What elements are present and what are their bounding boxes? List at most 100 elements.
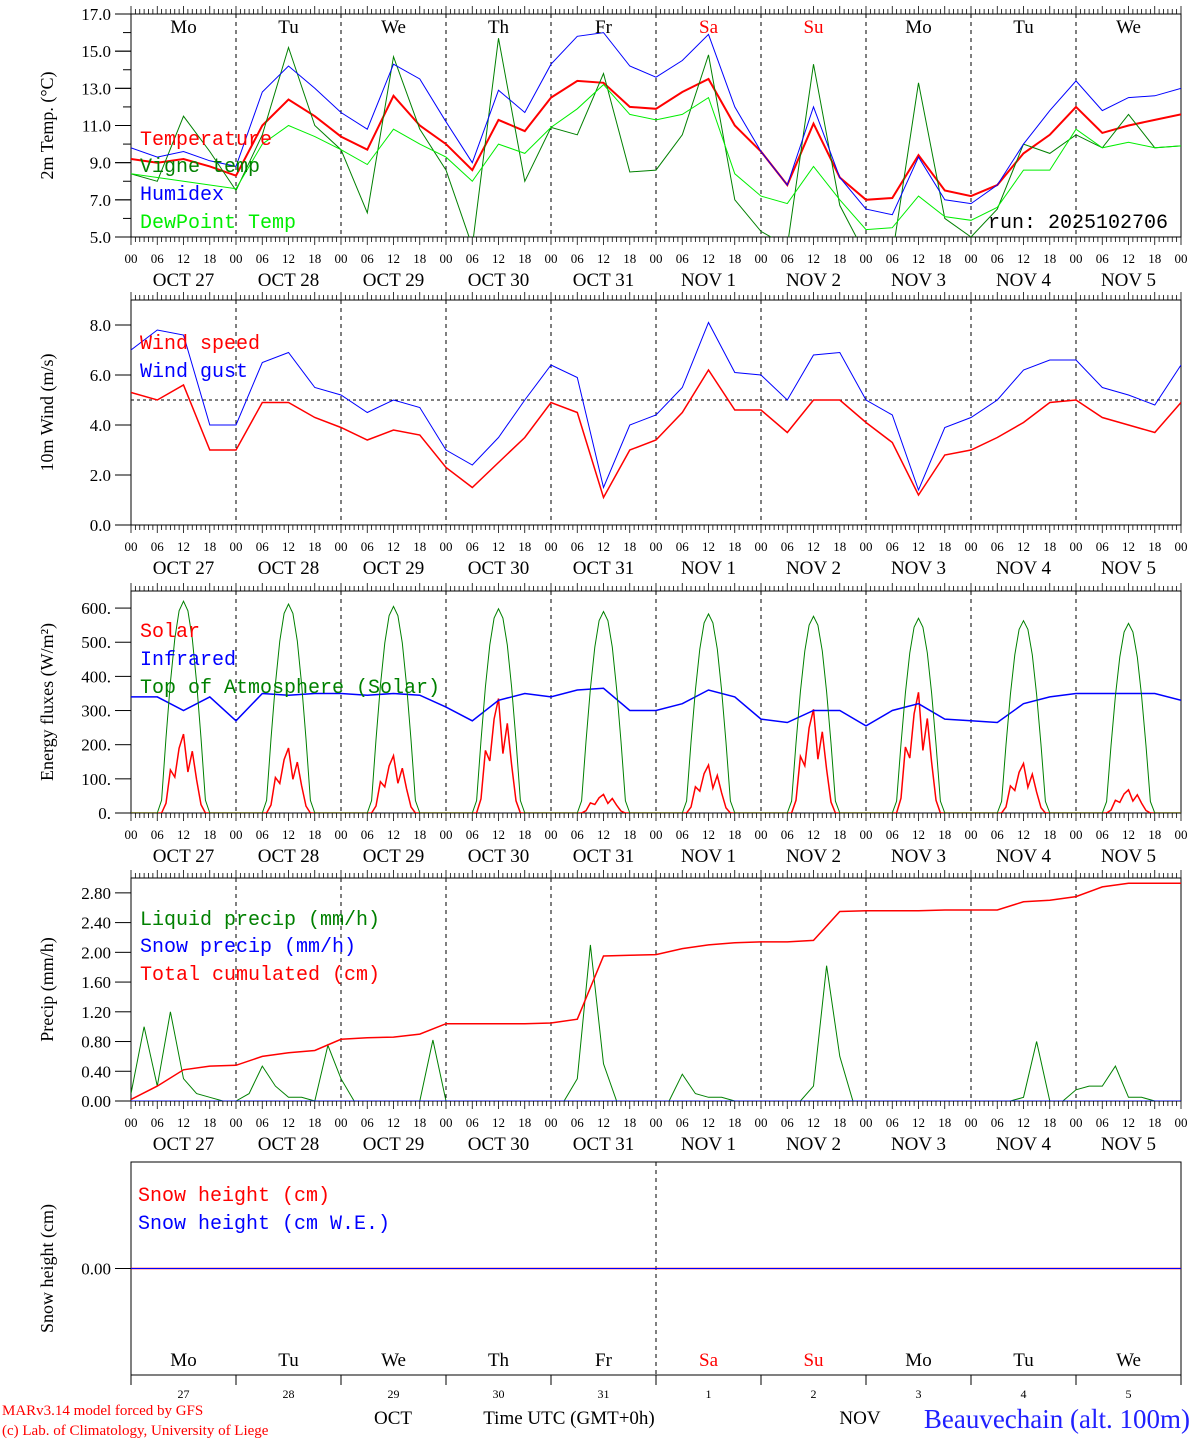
day-name-label: We — [381, 17, 406, 38]
x-tick-label: 00 — [335, 827, 348, 842]
x-tick-label: 00 — [230, 251, 243, 266]
day-number-label: 27 — [178, 1387, 190, 1401]
y-tick-label: 13.0 — [81, 79, 111, 98]
date-label: OCT 30 — [468, 1134, 529, 1155]
x-tick-label: 06 — [361, 827, 375, 842]
x-tick-label: 00 — [440, 251, 453, 266]
x-tick-label: 18 — [1043, 251, 1056, 266]
x-tick-label: 00 — [1175, 827, 1188, 842]
legend-entry: Snow height (cm W.E.) — [138, 1213, 390, 1236]
x-tick-label: 06 — [1096, 251, 1110, 266]
x-tick-label: 18 — [938, 539, 951, 554]
y-tick-label: 0. — [98, 804, 111, 823]
x-tick-label: 00 — [860, 1115, 873, 1130]
day-name-label: Tu — [278, 17, 299, 38]
x-tick-label: 06 — [466, 827, 480, 842]
x-tick-label: 00 — [650, 251, 663, 266]
x-tick-label: 06 — [1096, 827, 1110, 842]
day-name-label: Sa — [699, 1350, 719, 1371]
x-tick-label: 00 — [755, 251, 768, 266]
x-tick-label: 12 — [492, 251, 505, 266]
y-axis-label: Energy fluxes (W/m²) — [37, 623, 58, 781]
x-tick-label: 06 — [466, 1115, 480, 1130]
legend-entry: Wind speed — [140, 333, 260, 356]
date-label: OCT 30 — [468, 558, 529, 579]
x-tick-label: 18 — [1148, 1115, 1161, 1130]
legend-entry: DewPoint Temp — [140, 212, 296, 235]
x-tick-label: 06 — [256, 539, 270, 554]
y-tick-label: 9.0 — [90, 154, 111, 173]
x-tick-label: 06 — [991, 251, 1005, 266]
date-label: NOV 2 — [786, 558, 841, 579]
x-tick-label: 18 — [413, 827, 426, 842]
y-tick-label: 1.60 — [81, 973, 111, 992]
day-name-label: We — [1116, 1350, 1141, 1371]
day-number-label: 29 — [388, 1387, 400, 1401]
x-tick-label: 06 — [886, 827, 900, 842]
series-line-top-of-atmosphere-solar — [131, 599, 1181, 813]
x-tick-label: 12 — [177, 827, 190, 842]
x-tick-label: 18 — [518, 1115, 531, 1130]
date-label: OCT 27 — [153, 270, 214, 291]
x-tick-label: 18 — [1043, 539, 1056, 554]
x-tick-label: 12 — [1017, 251, 1030, 266]
x-tick-label: 00 — [335, 1115, 348, 1130]
legend-entry: Solar — [140, 621, 200, 644]
x-tick-label: 06 — [781, 1115, 795, 1130]
x-tick-label: 12 — [492, 1115, 505, 1130]
y-tick-label: 200. — [81, 736, 111, 755]
date-label: OCT 30 — [468, 270, 529, 291]
y-tick-label: 0.00 — [81, 1092, 111, 1111]
x-tick-label: 00 — [1175, 539, 1188, 554]
x-tick-label: 12 — [387, 251, 400, 266]
x-tick-label: 12 — [702, 827, 715, 842]
x-tick-label: 12 — [702, 251, 715, 266]
legend-entry: Top of Atmosphere (Solar) — [140, 677, 440, 700]
date-label: OCT 29 — [363, 1134, 424, 1155]
date-label: OCT 31 — [573, 270, 634, 291]
run-label: run: 2025102706 — [988, 212, 1168, 235]
legend-entry: Snow precip (mm/h) — [140, 936, 356, 959]
y-tick-label: 7.0 — [90, 191, 111, 210]
day-name-label: We — [1116, 17, 1141, 38]
panel-4 — [115, 870, 1182, 1109]
x-tick-label: 12 — [1017, 1115, 1030, 1130]
x-tick-label: 06 — [1096, 539, 1110, 554]
x-tick-label: 18 — [938, 827, 951, 842]
date-label: NOV 5 — [1101, 270, 1156, 291]
y-tick-label: 6.0 — [90, 366, 111, 385]
x-tick-label: 12 — [387, 827, 400, 842]
date-label: NOV 3 — [891, 846, 946, 867]
date-label: NOV 4 — [996, 846, 1052, 867]
x-tick-label: 12 — [912, 827, 925, 842]
y-tick-label: 1.20 — [81, 1003, 111, 1022]
date-label: NOV 4 — [996, 270, 1052, 291]
x-tick-label: 00 — [230, 1115, 243, 1130]
date-label: OCT 27 — [153, 1134, 214, 1155]
x-tick-label: 06 — [571, 1115, 585, 1130]
x-tick-label: 12 — [807, 251, 820, 266]
y-tick-label: 0.40 — [81, 1062, 111, 1081]
x-tick-label: 00 — [1175, 1115, 1188, 1130]
x-tick-label: 00 — [860, 539, 873, 554]
x-tick-label: 00 — [650, 1115, 663, 1130]
x-tick-label: 12 — [387, 539, 400, 554]
day-number-label: 31 — [598, 1387, 610, 1401]
x-tick-label: 12 — [597, 539, 610, 554]
station-name: Beauvechain (alt. 100m) — [924, 1404, 1190, 1434]
x-tick-label: 00 — [860, 251, 873, 266]
date-label: NOV 5 — [1101, 558, 1156, 579]
x-tick-label: 18 — [623, 251, 636, 266]
x-tick-label: 06 — [676, 539, 690, 554]
y-tick-label: 8.0 — [90, 316, 111, 335]
series-line-humidex — [131, 32, 1181, 216]
y-axis-label: Snow height (cm) — [37, 1204, 58, 1333]
date-label: OCT 28 — [258, 846, 319, 867]
x-tick-label: 06 — [781, 539, 795, 554]
x-tick-label: 12 — [1017, 827, 1030, 842]
x-tick-label: 00 — [965, 539, 978, 554]
y-tick-label: 600. — [81, 599, 111, 618]
x-tick-label: 18 — [833, 539, 846, 554]
x-tick-label: 00 — [650, 539, 663, 554]
